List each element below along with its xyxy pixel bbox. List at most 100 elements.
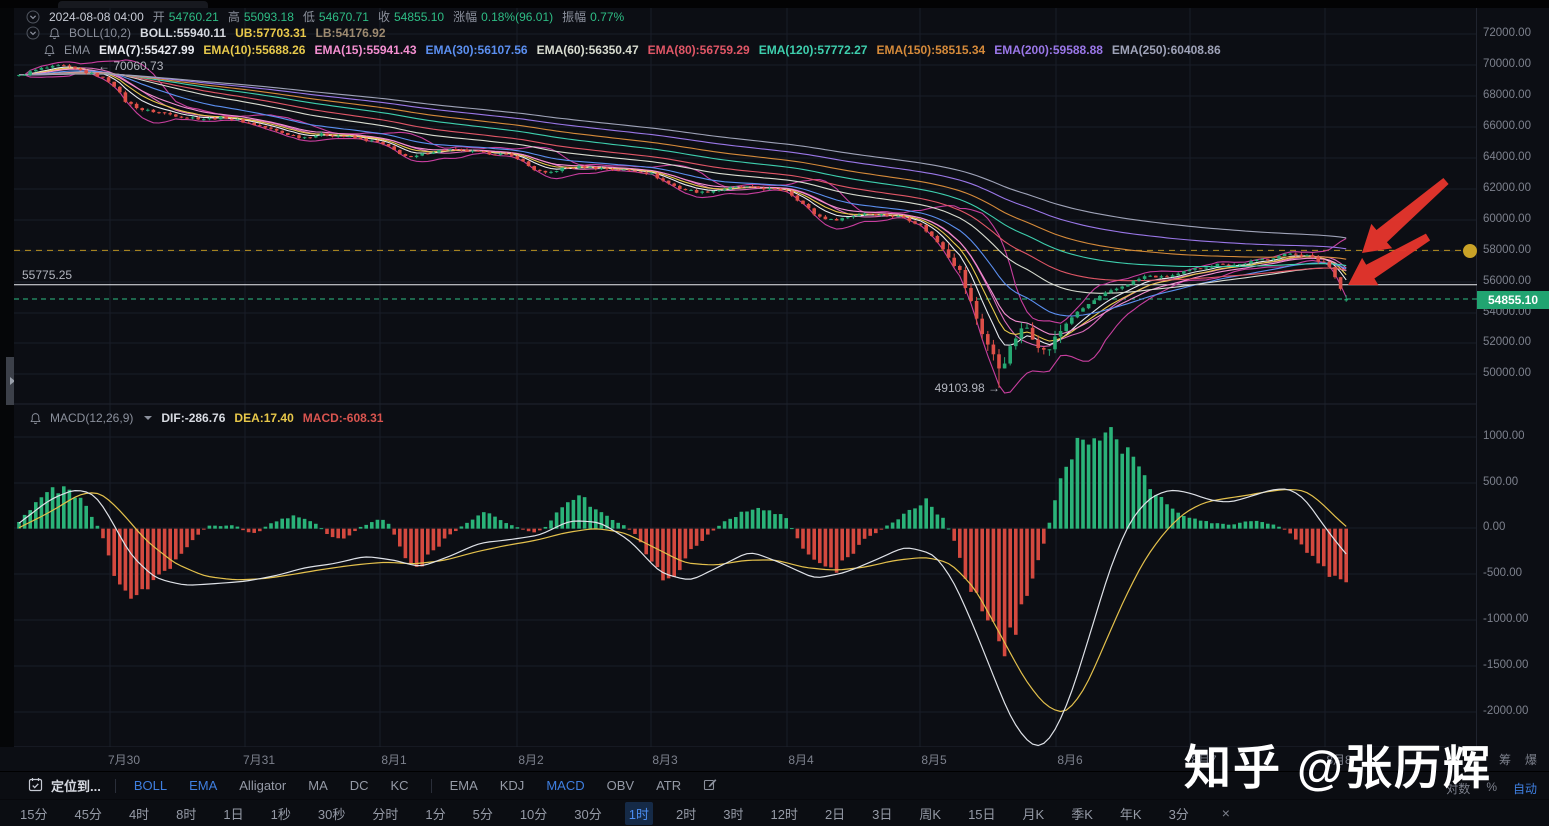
- indicator-ema-button[interactable]: EMA: [189, 778, 218, 793]
- timeframe-toolbar: 15分 45分 4时 8时 1日 1秒 30秒 分时 1分 5分 10分 30分 1时 2时 3时 12时 2日…: [0, 799, 1549, 826]
- price-tick: 66000.00: [1483, 120, 1531, 132]
- timeframe-3时[interactable]: 3时: [723, 806, 744, 822]
- time-tick[interactable]: 8月6: [1057, 753, 1083, 767]
- indicator-name: EMA: [64, 43, 91, 57]
- ohlc-timestamp: 2024-08-08 04:00: [49, 9, 144, 24]
- timeframe-周K[interactable]: 周K: [919, 806, 942, 822]
- scale-percent[interactable]: %: [1486, 780, 1497, 794]
- indicator-toolbar: 定位到... BOLL EMA Alligator MA DC KC EMA KDJ MACD OB…: [0, 771, 1549, 799]
- indicator-alligator-button[interactable]: Alligator: [239, 778, 287, 793]
- macd-value: DIF:-286.76: [161, 411, 226, 425]
- scale-log[interactable]: 对数: [1446, 782, 1471, 796]
- indicator-obv-button[interactable]: OBV: [606, 778, 635, 793]
- ema-line-EMA(250): [19, 73, 1347, 239]
- time-tick[interactable]: 7月30: [107, 753, 141, 767]
- timeframe-2日[interactable]: 2日: [824, 806, 846, 822]
- bell-icon: [49, 27, 60, 40]
- ohlc-field: 低 54670.71: [303, 8, 369, 25]
- ema-value: EMA(250):60408.86: [1111, 43, 1221, 57]
- indicator-kc-button[interactable]: KC: [390, 778, 409, 793]
- time-tick[interactable]: 8月3: [652, 753, 678, 767]
- ohlc-field-value: 54670.71: [318, 9, 369, 24]
- timeframe-2时[interactable]: 2时: [676, 806, 697, 822]
- bell-icon: [30, 412, 41, 425]
- macd-dea-line: [18, 488, 1347, 713]
- price-tick: 68000.00: [1483, 89, 1531, 101]
- ema-legend: EMA EMA(7):55427.99 EMA(10):55688.26 EMA(15…: [44, 43, 1221, 57]
- time-tick[interactable]: 8月8: [1326, 753, 1352, 767]
- timeframe-年K[interactable]: 年K: [1119, 806, 1142, 822]
- timeframe-1秒[interactable]: 1秒: [270, 806, 291, 822]
- ema-line-EMA(7): [19, 66, 1347, 346]
- ema-line-EMA(30): [19, 70, 1347, 317]
- timeframe-15分[interactable]: 15分: [20, 806, 48, 822]
- axis-chip[interactable]: 爆: [1524, 753, 1537, 767]
- timeframe-8时[interactable]: 8时: [176, 806, 197, 822]
- ema-value: EMA(10):55688.26: [203, 43, 306, 57]
- candles-layer: [17, 63, 1348, 388]
- ema-value: EMA(150):58515.34: [876, 43, 986, 57]
- ohlc-field-label: 低: [302, 10, 315, 24]
- chevron-circle-icon[interactable]: [26, 26, 40, 40]
- boll-value: LB:54176.92: [315, 26, 386, 40]
- ema-value: EMA(7):55427.99: [99, 43, 195, 57]
- close-timeframe-button[interactable]: ×: [1221, 805, 1230, 821]
- timeframe-10分[interactable]: 10分: [519, 806, 548, 822]
- timeframe-3日[interactable]: 3日: [872, 806, 893, 822]
- timeframe-1日[interactable]: 1日: [223, 806, 244, 822]
- ema-value: EMA(15):55941.43: [314, 43, 417, 57]
- macd-tick: -1500.00: [1483, 659, 1529, 671]
- price-tick: 60000.00: [1483, 213, 1531, 225]
- indicator-macd-button[interactable]: MACD: [546, 778, 585, 793]
- locate-to-button[interactable]: 定位到...: [51, 779, 101, 794]
- price-tick: 50000.00: [1483, 367, 1531, 379]
- timeframe-15日[interactable]: 15日: [968, 806, 996, 822]
- annotations-layer: ← 70060.73 55775.25 49103.98 →: [22, 59, 1477, 395]
- time-tick[interactable]: 8月2: [518, 753, 544, 767]
- timeframe-30分[interactable]: 30分: [574, 806, 602, 822]
- indicator-dc-button[interactable]: DC: [349, 778, 369, 793]
- ohlc-field: 收 54855.10: [378, 8, 444, 25]
- price-tick: 70000.00: [1483, 58, 1531, 70]
- axis-chip[interactable]: 筹: [1498, 753, 1511, 767]
- time-axis[interactable]: 7月30 7月31 8月1 8月2 8月3 8月4 8月5 8月6 8月7 8月8: [14, 747, 1477, 771]
- ema-value: EMA(80):56759.29: [647, 43, 750, 57]
- time-tick[interactable]: 7月31: [242, 753, 276, 767]
- timeframe-季K[interactable]: 季K: [1071, 806, 1093, 822]
- pencil-icon[interactable]: [703, 777, 717, 794]
- timeframe-45分[interactable]: 45分: [74, 806, 102, 822]
- indicator-kdj-button[interactable]: KDJ: [499, 778, 525, 793]
- indicator-atr-button[interactable]: ATR: [656, 778, 682, 793]
- scale-auto[interactable]: 自动: [1512, 782, 1537, 796]
- timeframe-12时[interactable]: 12时: [770, 806, 798, 822]
- timeframe-分时[interactable]: 分时: [372, 806, 399, 822]
- price-annotation: 55775.25: [22, 268, 72, 282]
- time-tick[interactable]: 8月1: [381, 753, 407, 767]
- ohlc-field-label: 开: [152, 10, 165, 24]
- timeframe-4时[interactable]: 4时: [128, 806, 150, 822]
- timeframe-30秒[interactable]: 30秒: [317, 806, 346, 822]
- ema-value: EMA(60):56350.47: [536, 43, 639, 57]
- ohlc-field: 高 55093.18: [228, 8, 294, 25]
- macd-tick: -2000.00: [1483, 705, 1529, 717]
- indicator-boll-button[interactable]: BOLL: [133, 778, 168, 793]
- time-tick[interactable]: 8月7: [1191, 753, 1217, 767]
- time-tick[interactable]: 8月4: [788, 753, 814, 767]
- indicator-ma-button[interactable]: MA: [308, 778, 328, 793]
- time-tick[interactable]: 8月5: [921, 753, 947, 767]
- ema-value: EMA(200):59588.88: [994, 43, 1103, 57]
- price-chart-canvas[interactable]: ← 70060.73 55775.25 49103.98 →: [14, 8, 1477, 747]
- timeframe-1时[interactable]: 1时: [624, 801, 653, 825]
- indicator-ema-button[interactable]: EMA: [449, 778, 478, 793]
- chevron-circle-icon[interactable]: [26, 10, 40, 24]
- macd-value: DEA:17.40: [234, 411, 294, 425]
- price-tick: 72000.00: [1483, 27, 1531, 39]
- price-annotation: ← 70060.73: [98, 59, 164, 73]
- calendar-check-icon[interactable]: [28, 777, 43, 795]
- ohlc-field-value: 0.18%(96.01): [481, 9, 554, 24]
- timeframe-5分[interactable]: 5分: [472, 806, 493, 822]
- chevron-down-icon[interactable]: [144, 416, 153, 420]
- timeframe-3分[interactable]: 3分: [1168, 806, 1189, 822]
- timeframe-1分[interactable]: 1分: [425, 806, 446, 822]
- timeframe-月K[interactable]: 月K: [1022, 806, 1045, 822]
